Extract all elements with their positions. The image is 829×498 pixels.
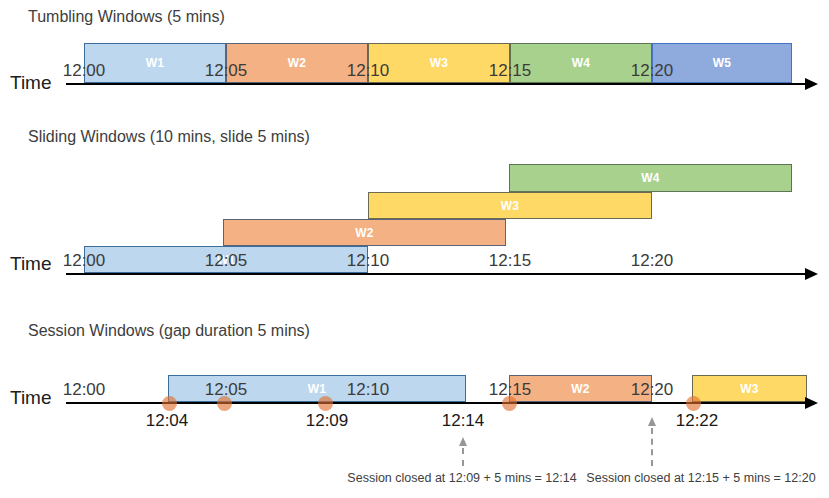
window-label: W2 — [288, 56, 307, 70]
axis-time-label: 12:00 — [63, 61, 106, 81]
axis-time-label: 12:15 — [489, 61, 532, 81]
window-label: W3 — [501, 199, 520, 213]
window-label: W2 — [355, 226, 374, 240]
window-label: W2 — [571, 382, 590, 396]
axis-time-label: 12:15 — [489, 251, 532, 271]
time-axis-line — [66, 273, 806, 275]
axis-arrowhead-icon — [805, 268, 818, 280]
tumbling-time-axis-label: Time — [10, 72, 52, 94]
event-dot — [686, 396, 701, 411]
dashed-arrow-line — [651, 428, 653, 466]
dashed-up-arrow-icon — [648, 417, 656, 426]
axis-time-label: 12:20 — [631, 251, 674, 271]
axis-arrowhead-icon — [805, 78, 818, 90]
event-dot — [502, 396, 517, 411]
tumbling-section-title: Tumbling Windows (5 mins) — [28, 8, 225, 26]
window-label: W1 — [146, 56, 165, 70]
window-label: W1 — [308, 382, 327, 396]
axis-time-label: 12:20 — [631, 380, 674, 400]
stream-windowing-diagram: Tumbling Windows (5 mins) Time W1 W2 W3 W4 W… — [0, 0, 829, 498]
session-window-w3: W3 — [692, 375, 807, 402]
dashed-arrow-line — [462, 448, 464, 466]
event-time-label: 12:09 — [306, 411, 349, 431]
event-time-label: 12:14 — [442, 411, 485, 431]
axis-time-label: 12:10 — [347, 61, 390, 81]
axis-time-label: 12:10 — [347, 251, 390, 271]
window-label: W4 — [572, 56, 591, 70]
window-label: W5 — [713, 56, 732, 70]
axis-time-label: 12:05 — [205, 61, 248, 81]
event-time-label: 12:22 — [676, 411, 719, 431]
session-close-annotation: Session closed at 12:15 + 5 mins = 12:20 — [586, 471, 815, 485]
event-dot — [162, 396, 177, 411]
session-section-title: Session Windows (gap duration 5 mins) — [28, 322, 310, 340]
window-label: W4 — [641, 171, 660, 185]
sliding-window-w3: W3 — [368, 192, 652, 219]
session-close-annotation: Session closed at 12:09 + 5 mins = 12:14 — [347, 471, 576, 485]
axis-arrowhead-icon — [805, 397, 818, 409]
time-axis-line — [66, 83, 806, 85]
axis-time-label: 12:05 — [205, 251, 248, 271]
event-time-label: 12:04 — [146, 411, 189, 431]
axis-time-label: 12:20 — [631, 61, 674, 81]
session-time-axis-label: Time — [10, 387, 52, 409]
axis-time-label: 12:00 — [63, 380, 106, 400]
axis-time-label: 12:10 — [347, 380, 390, 400]
sliding-window-w2: W2 — [223, 219, 506, 246]
event-dot — [217, 396, 232, 411]
axis-time-label: 12:00 — [63, 251, 106, 271]
sliding-section-title: Sliding Windows (10 mins, slide 5 mins) — [28, 128, 310, 146]
sliding-time-axis-label: Time — [10, 253, 52, 275]
event-dot — [318, 396, 333, 411]
window-label: W3 — [430, 56, 449, 70]
window-label: W3 — [740, 382, 759, 396]
dashed-up-arrow-icon — [459, 437, 467, 446]
sliding-window-w4: W4 — [509, 164, 792, 192]
